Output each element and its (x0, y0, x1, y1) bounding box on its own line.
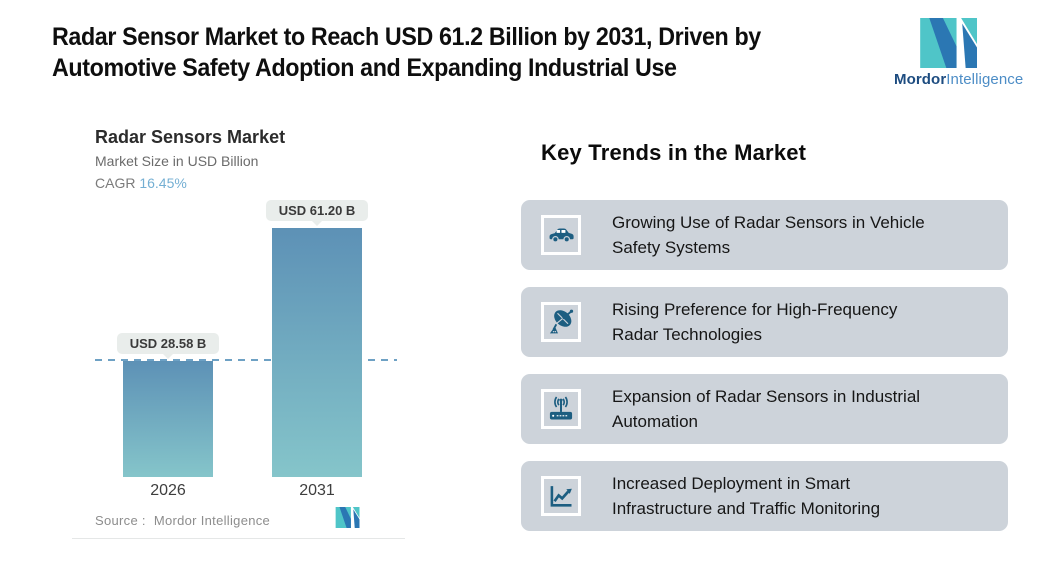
chart-subtitle: Market Size in USD Billion (95, 153, 259, 169)
trend-icon-box (541, 476, 581, 516)
growth-chart-icon (550, 486, 572, 507)
cagr-value: 16.45% (139, 175, 187, 191)
trend-text: Expansion of Radar Sensors in Industrial… (612, 387, 921, 431)
trend-text: Increased Deployment in Smart Infrastruc… (612, 474, 881, 518)
bar (123, 360, 213, 477)
value-label-2026: USD 28.58 B (116, 332, 220, 359)
chart-title: Radar Sensors Market (95, 127, 286, 147)
bar-chart: USD 28.58 B USD 61.20 B (95, 199, 397, 477)
brand-name-light: Intelligence (946, 71, 1024, 88)
trends-heading: Key Trends in the Market (541, 140, 807, 165)
x-axis-label-2031: 2031 (299, 482, 335, 499)
radio-antenna-icon (549, 396, 573, 420)
trend-card-high-frequency: Rising Preference for High-Frequency Rad… (521, 287, 1008, 357)
trend-text: Rising Preference for High-Frequency Rad… (612, 300, 898, 344)
car-icon (549, 228, 574, 243)
source-value: Mordor Intelligence (153, 513, 271, 528)
trend-icon-box (541, 215, 581, 255)
mordor-logo-icon (920, 18, 977, 68)
cagr-label: CAGR (95, 175, 136, 191)
source-note: Source : Mordor Intelligence (95, 513, 270, 528)
source-label: Source : (95, 513, 146, 528)
page-title: Radar Sensor Market to Reach USD 61.2 Bi… (52, 23, 761, 82)
trend-text: Growing Use of Radar Sensors in Vehicle … (612, 213, 925, 257)
trend-card-smart-infrastructure: Increased Deployment in Smart Infrastruc… (521, 461, 1008, 531)
trend-card-industrial-automation: Expansion of Radar Sensors in Industrial… (521, 374, 1008, 444)
brand-name-bold: Mordor (894, 71, 947, 88)
x-axis-label-2026: 2026 (150, 482, 186, 499)
trend-icon-box (541, 302, 581, 342)
bar-group-2026: USD 28.58 B (116, 332, 220, 477)
trend-list: Growing Use of Radar Sensors in Vehicle … (521, 200, 1008, 531)
brand-name: MordorIntelligence (894, 71, 1023, 88)
chart-bottom-divider (72, 538, 405, 539)
trend-card-vehicle-safety: Growing Use of Radar Sensors in Vehicle … (521, 200, 1008, 270)
bar (272, 227, 362, 477)
bar-group-2031: USD 61.20 B (265, 199, 369, 477)
mordor-logo-small-icon (335, 507, 360, 528)
trend-icon-box (541, 389, 581, 429)
chart-cagr: CAGR 16.45% (95, 175, 187, 191)
value-label-2031: USD 61.20 B (265, 199, 369, 226)
satellite-dish-icon (549, 309, 574, 334)
brand-logo: MordorIntelligence (894, 18, 1023, 88)
reference-line (95, 358, 397, 361)
